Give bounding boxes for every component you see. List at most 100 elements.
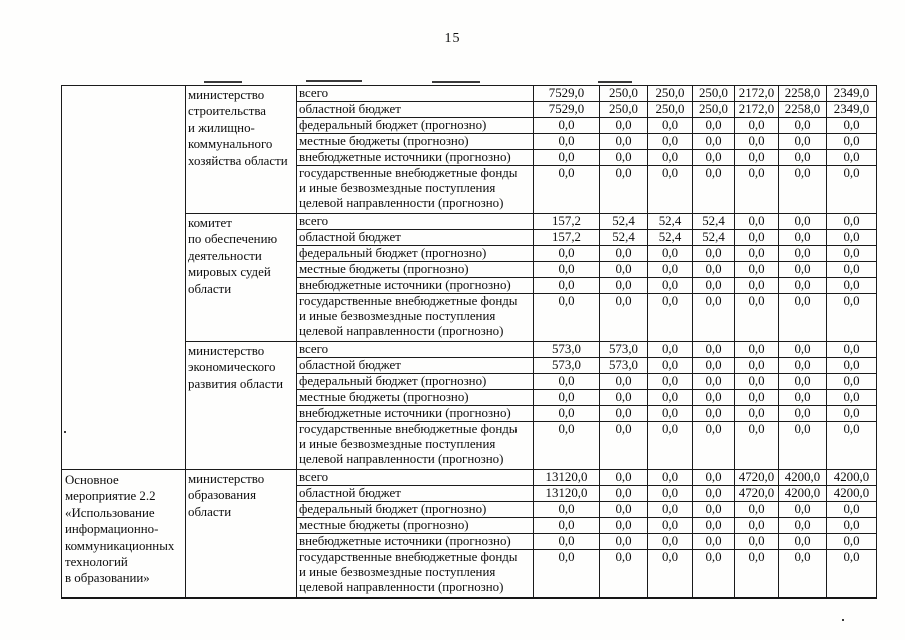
budget-type-cell: государственные внебюджетные фонды и ины… bbox=[296, 549, 534, 598]
value-cell: 52,4 bbox=[647, 229, 693, 246]
value-cell: 0,0 bbox=[599, 117, 648, 134]
budget-type-cell: всего bbox=[296, 341, 534, 358]
budget-type-cell: федеральный бюджет (прогнозно) bbox=[296, 501, 534, 518]
scan-artifact bbox=[515, 429, 517, 432]
value-cell: 0,0 bbox=[599, 277, 648, 294]
value-cell: 0,0 bbox=[533, 117, 600, 134]
scan-artifact bbox=[432, 81, 480, 83]
budget-table: министерство строительства и жилищно- ко… bbox=[61, 85, 877, 599]
value-cell: 0,0 bbox=[599, 133, 648, 150]
table-row: Основное мероприятие 2.2 «Использование … bbox=[61, 469, 877, 598]
value-cell: 0,0 bbox=[599, 245, 648, 262]
value-cell: 0,0 bbox=[734, 517, 779, 534]
budget-type-cell: федеральный бюджет (прогнозно) bbox=[296, 117, 534, 134]
scan-artifact bbox=[306, 80, 362, 82]
value-cell: 250,0 bbox=[692, 101, 735, 118]
value-cell: 0,0 bbox=[533, 165, 600, 214]
value-cell: 0,0 bbox=[826, 277, 877, 294]
value-cell: 4200,0 bbox=[778, 469, 827, 486]
value-cell: 0,0 bbox=[778, 277, 827, 294]
value-cell: 52,4 bbox=[692, 229, 735, 246]
value-cell: 0,0 bbox=[647, 389, 693, 406]
value-cell: 0,0 bbox=[826, 517, 877, 534]
value-cell: 0,0 bbox=[599, 501, 648, 518]
value-cell: 0,0 bbox=[599, 533, 648, 550]
value-cell: 0,0 bbox=[647, 357, 693, 374]
value-cell: 157,2 bbox=[533, 229, 600, 246]
value-cell: 0,0 bbox=[734, 341, 779, 358]
value-cell: 0,0 bbox=[533, 149, 600, 166]
budget-type-cell: государственные внебюджетные фонды и ины… bbox=[296, 293, 534, 342]
value-cell: 0,0 bbox=[692, 277, 735, 294]
value-cell: 0,0 bbox=[734, 373, 779, 390]
value-cell: 0,0 bbox=[599, 293, 648, 342]
value-cell: 0,0 bbox=[692, 485, 735, 502]
table-row: государственные внебюджетные фонды и ины… bbox=[62, 549, 877, 598]
value-cell: 0,0 bbox=[599, 149, 648, 166]
value-cell: 0,0 bbox=[734, 277, 779, 294]
value-cell: 0,0 bbox=[533, 421, 600, 470]
ministry-cell: министерство строительства и жилищно- ко… bbox=[185, 85, 297, 214]
value-cell: 0,0 bbox=[826, 293, 877, 342]
table-row: областной бюджет 13120,0 0,0 0,0 0,0 4720,0 42… bbox=[62, 485, 877, 502]
value-cell: 0,0 bbox=[533, 245, 600, 262]
value-cell: 0,0 bbox=[599, 261, 648, 278]
value-cell: 0,0 bbox=[734, 533, 779, 550]
value-cell: 0,0 bbox=[647, 117, 693, 134]
value-cell: 0,0 bbox=[826, 389, 877, 406]
value-cell: 0,0 bbox=[533, 501, 600, 518]
budget-type-cell: областной бюджет bbox=[296, 101, 534, 118]
value-cell: 0,0 bbox=[533, 373, 600, 390]
table-row: государственные внебюджетные фонды и ины… bbox=[62, 165, 877, 214]
value-cell: 0,0 bbox=[533, 389, 600, 406]
value-cell: 0,0 bbox=[692, 469, 735, 486]
value-cell: 2258,0 bbox=[778, 101, 827, 118]
value-cell: 0,0 bbox=[692, 373, 735, 390]
value-cell: 0,0 bbox=[647, 165, 693, 214]
value-cell: 0,0 bbox=[734, 405, 779, 422]
value-cell: 0,0 bbox=[826, 261, 877, 278]
value-cell: 0,0 bbox=[692, 117, 735, 134]
value-cell: 0,0 bbox=[647, 501, 693, 518]
value-cell: 2172,0 bbox=[734, 101, 779, 118]
value-cell: 0,0 bbox=[647, 277, 693, 294]
value-cell: 0,0 bbox=[692, 405, 735, 422]
value-cell: 0,0 bbox=[778, 549, 827, 598]
table-row: государственные внебюджетные фонды и ины… bbox=[62, 421, 877, 470]
table-row: местные бюджеты (прогнозно) 0,0 0,0 0,0 0,0 0… bbox=[62, 261, 877, 278]
table-row: министерство экономического развития обл… bbox=[62, 341, 877, 470]
table-row: внебюджетные источники (прогнозно) 0,0 0,0… bbox=[62, 277, 877, 294]
value-cell: 0,0 bbox=[778, 357, 827, 374]
value-cell: 52,4 bbox=[599, 229, 648, 246]
value-cell: 0,0 bbox=[647, 373, 693, 390]
table-row: федеральный бюджет (прогнозно) 0,0 0,0 0,0 0… bbox=[62, 373, 877, 390]
budget-type-cell: государственные внебюджетные фонды и ины… bbox=[296, 165, 534, 214]
value-cell: 0,0 bbox=[599, 389, 648, 406]
value-cell: 250,0 bbox=[599, 101, 648, 118]
value-cell: 0,0 bbox=[778, 213, 827, 230]
ministry-cell: министерство образования области bbox=[185, 469, 297, 598]
value-cell: 0,0 bbox=[826, 213, 877, 230]
value-cell: 0,0 bbox=[647, 405, 693, 422]
value-cell: 0,0 bbox=[778, 373, 827, 390]
budget-type-cell: местные бюджеты (прогнозно) bbox=[296, 261, 534, 278]
value-cell: 0,0 bbox=[692, 261, 735, 278]
value-cell: 0,0 bbox=[533, 261, 600, 278]
value-cell: 0,0 bbox=[734, 293, 779, 342]
value-cell: 0,0 bbox=[599, 485, 648, 502]
value-cell: 0,0 bbox=[734, 261, 779, 278]
value-cell: 0,0 bbox=[734, 149, 779, 166]
value-cell: 0,0 bbox=[692, 357, 735, 374]
table-row: областной бюджет 157,2 52,4 52,4 52,4 0,0 0,0 0… bbox=[62, 229, 877, 246]
value-cell: 0,0 bbox=[599, 517, 648, 534]
value-cell: 7529,0 bbox=[533, 85, 600, 102]
value-cell: 0,0 bbox=[826, 357, 877, 374]
value-cell: 0,0 bbox=[778, 229, 827, 246]
value-cell: 0,0 bbox=[778, 501, 827, 518]
budget-type-cell: внебюджетные источники (прогнозно) bbox=[296, 149, 534, 166]
value-cell: 0,0 bbox=[778, 133, 827, 150]
value-cell: 0,0 bbox=[647, 533, 693, 550]
value-cell: 573,0 bbox=[599, 357, 648, 374]
table-row: комитет по обеспечению деятельности миро… bbox=[62, 213, 877, 342]
value-cell: 0,0 bbox=[826, 229, 877, 246]
